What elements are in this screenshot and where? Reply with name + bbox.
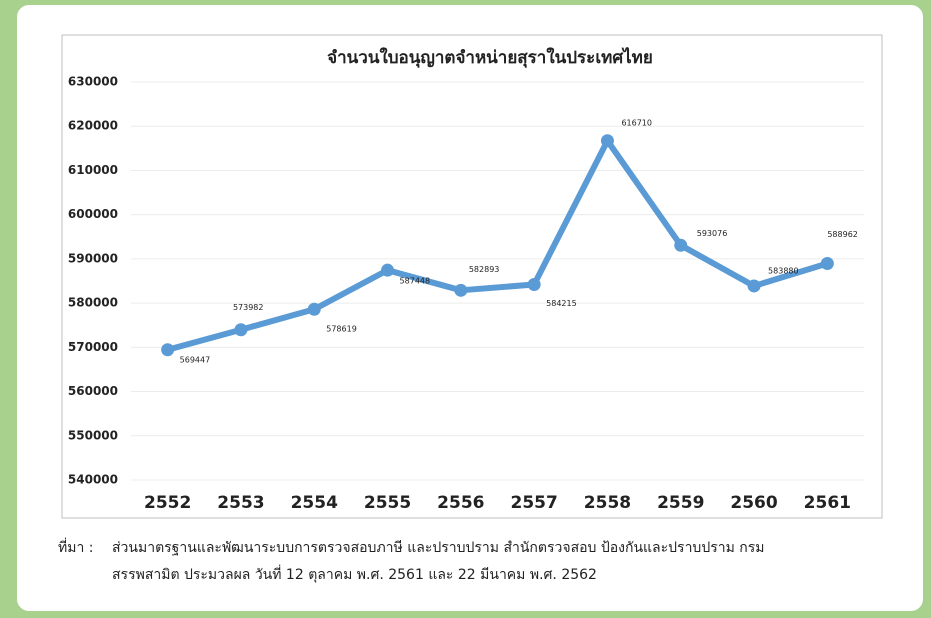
line <box>166 137 829 353</box>
chart-frame <box>61 34 883 519</box>
data-label: 587448 <box>400 277 431 286</box>
y-tick-label: 620000 <box>68 119 118 133</box>
x-tick-label: 2552 <box>144 493 191 513</box>
data-label: 616710 <box>621 118 652 127</box>
marker <box>600 134 614 148</box>
data-label: 569447 <box>180 355 211 364</box>
y-tick-label: 600000 <box>68 207 118 221</box>
y-tick-label: 580000 <box>68 296 118 310</box>
x-tick-label: 2553 <box>217 493 264 513</box>
marker <box>820 256 834 270</box>
source-line: สรรพสามิต ประมวลผล วันที่ 12 ตุลาคม พ.ศ.… <box>112 567 597 583</box>
y-tick-label: 570000 <box>68 340 118 354</box>
x-tick-label: 2554 <box>291 493 338 513</box>
chart-title: จำนวนใบอนุญาตจำหน่ายสุราในประเทศไทย <box>327 47 653 68</box>
x-tick-label: 2558 <box>584 493 631 513</box>
marker <box>454 283 468 297</box>
marker <box>747 279 761 293</box>
data-label: 582893 <box>469 265 500 274</box>
data-label: 584215 <box>546 299 577 308</box>
source-label: ที่มา : <box>58 540 94 556</box>
data-label: 578619 <box>326 325 357 334</box>
marker <box>381 263 395 277</box>
x-tick-label: 2559 <box>657 493 704 513</box>
y-tick-label: 540000 <box>68 473 118 487</box>
data-label: 588962 <box>827 230 858 239</box>
x-tick-label: 2556 <box>437 493 484 513</box>
marker <box>674 238 688 252</box>
y-tick-label: 550000 <box>68 428 118 442</box>
x-tick-label: 2557 <box>510 493 557 513</box>
marker <box>307 302 321 316</box>
data-label: 573982 <box>233 303 264 312</box>
y-tick-label: 590000 <box>68 251 118 265</box>
data-label: 593076 <box>697 229 728 238</box>
marker <box>161 343 175 357</box>
x-tick-label: 2560 <box>730 493 777 513</box>
y-tick-label: 630000 <box>68 75 118 89</box>
data-label: 583880 <box>768 266 799 275</box>
y-tick-label: 560000 <box>68 384 118 398</box>
source-line: ส่วนมาตรฐานและพัฒนาระบบการตรวจสอบภาษี แล… <box>112 540 765 556</box>
y-tick-label: 610000 <box>68 163 118 177</box>
marker <box>234 323 248 337</box>
x-tick-label: 2555 <box>364 493 411 513</box>
marker <box>527 277 541 291</box>
x-tick-label: 2561 <box>804 493 851 513</box>
